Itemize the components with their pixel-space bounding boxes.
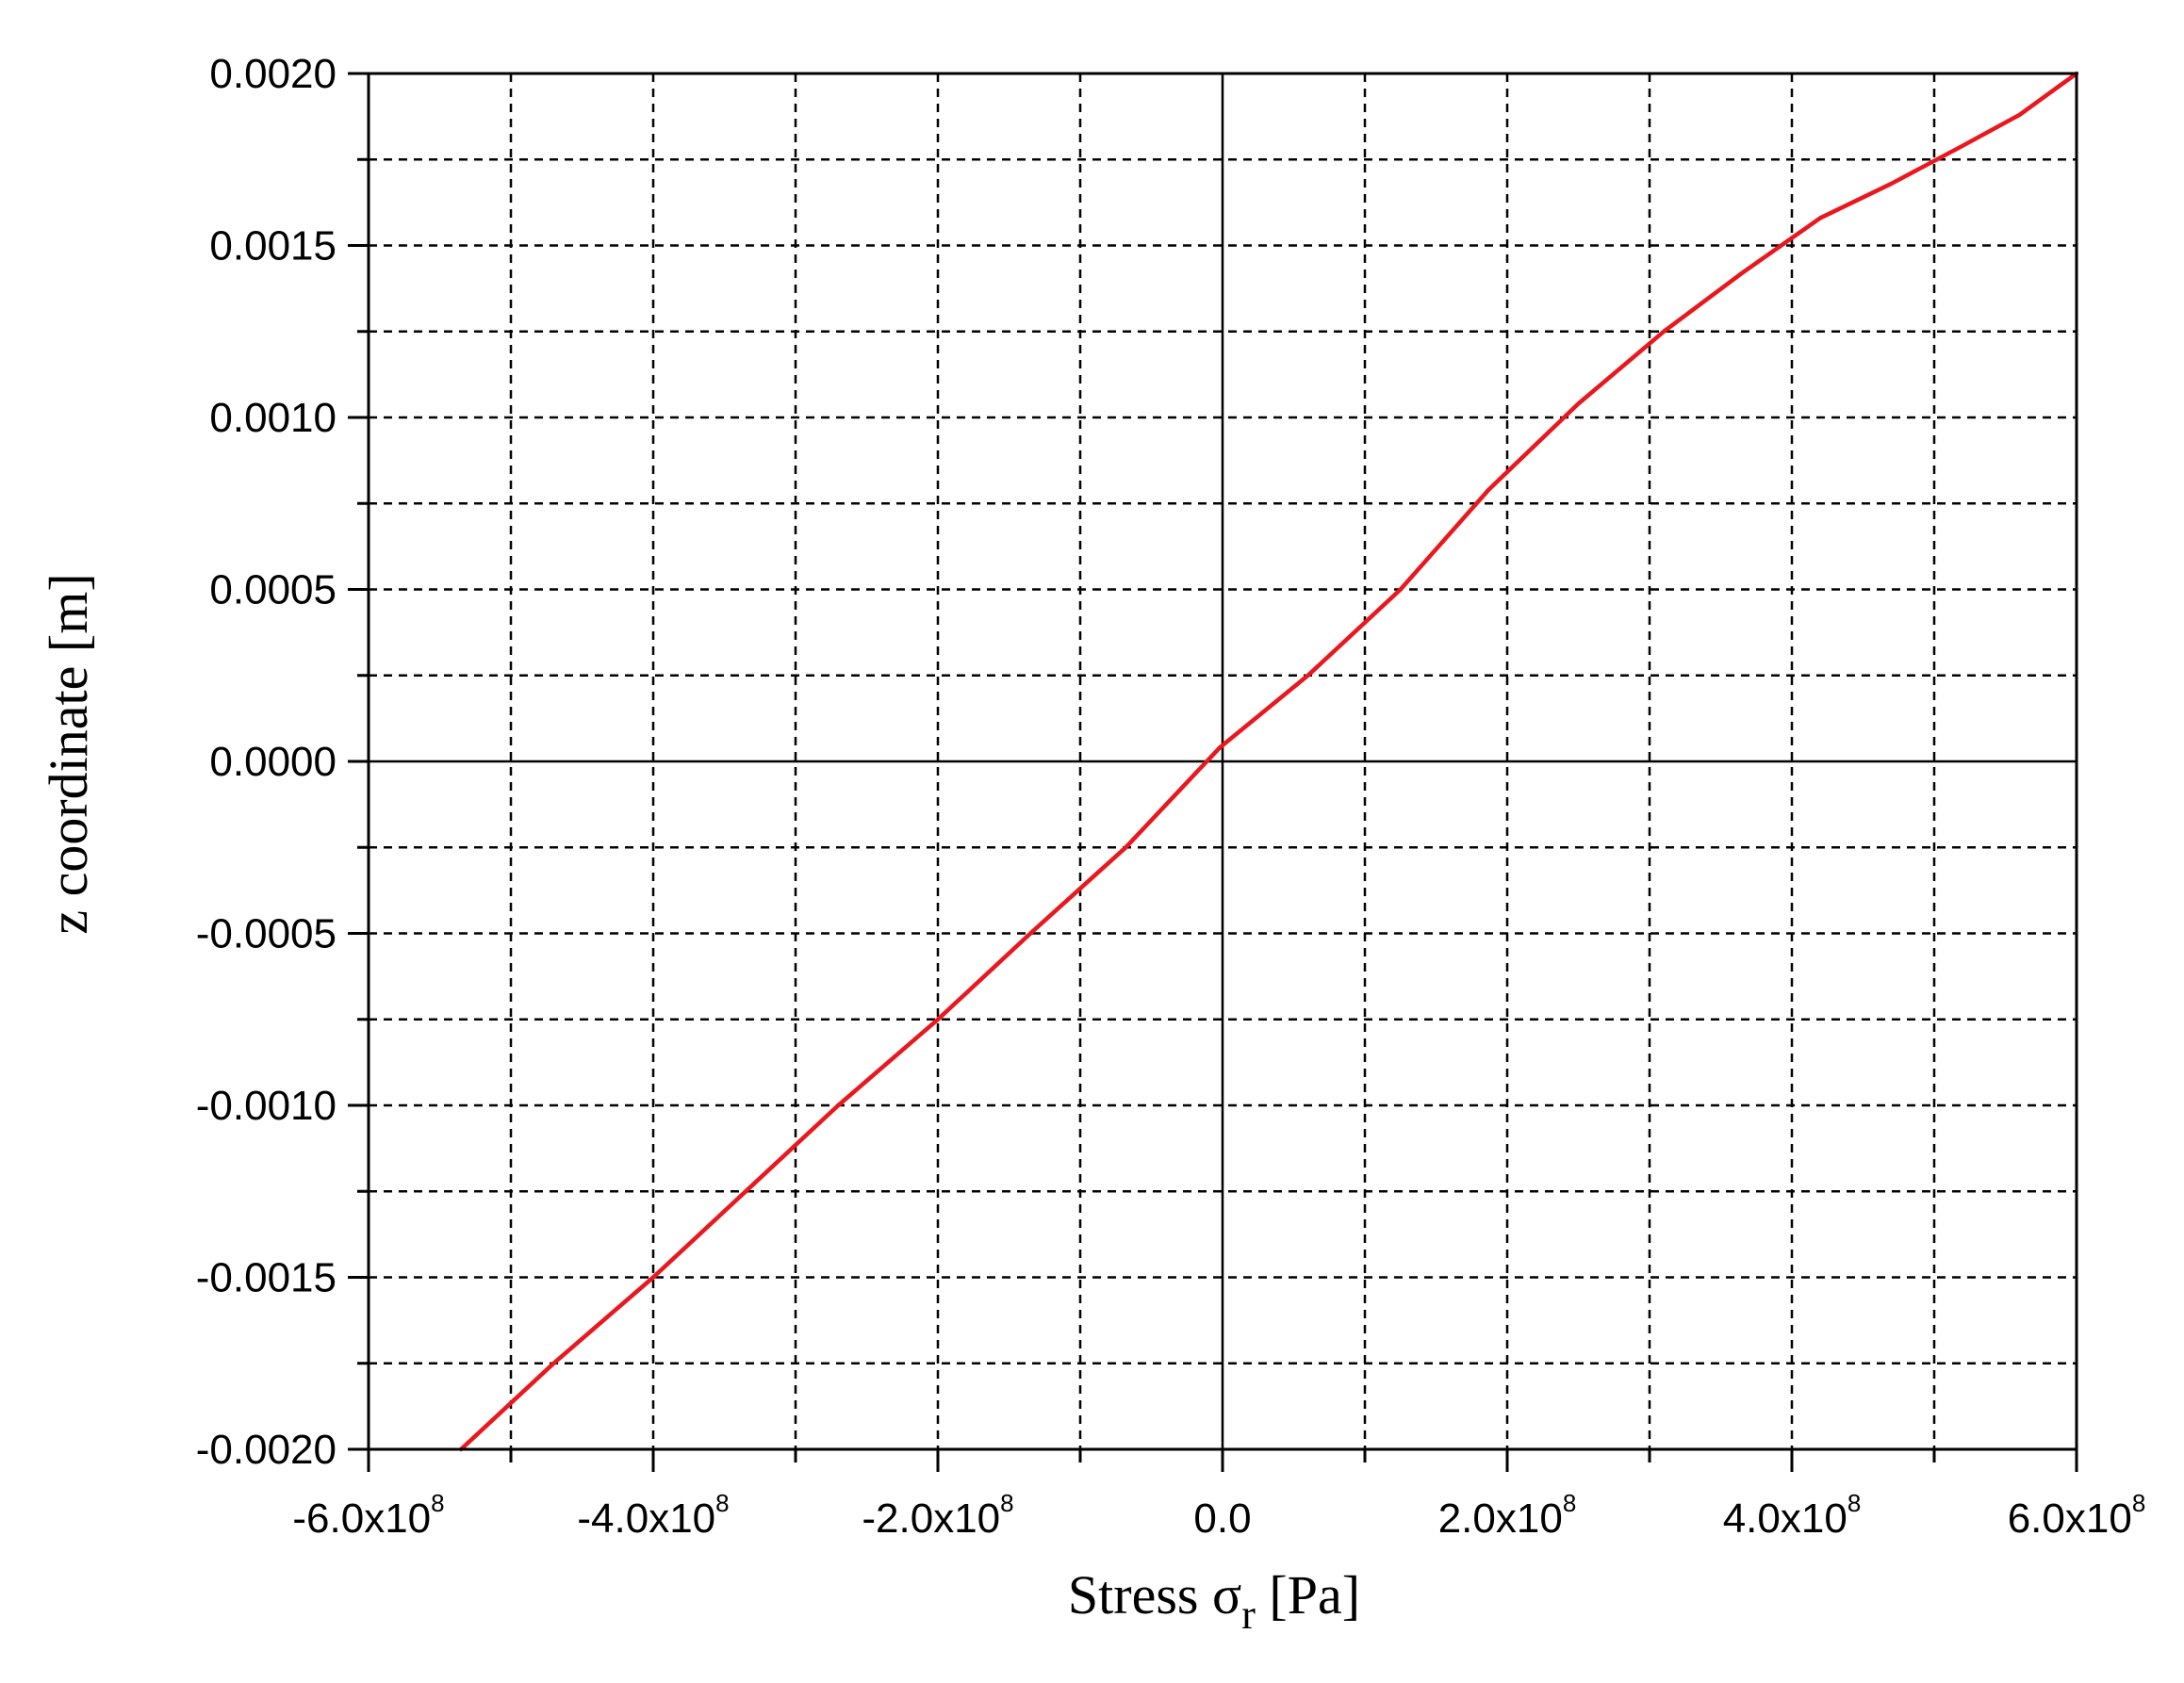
y-tick-label: -0.0010 [196, 1083, 337, 1129]
y-tick-labels: 0.0020 0.0015 0.0010 0.0005 0.0000 -0.0005 -0.… [196, 51, 337, 1473]
x-axis-title-subscript: r [1241, 1592, 1256, 1638]
y-tick-label: -0.0020 [196, 1427, 337, 1473]
y-tick-label: 0.0020 [209, 51, 337, 97]
x-tick-exponent: 8 [431, 1489, 444, 1517]
x-tick-mantissa: 4.0x10 [1723, 1495, 1847, 1542]
x-tick-mantissa: 0.0 [1193, 1495, 1251, 1542]
x-tick-label: -2.0x108 [862, 1489, 1013, 1542]
x-tick-label: -4.0x108 [577, 1489, 729, 1542]
x-tick-label: 4.0x108 [1723, 1489, 1862, 1542]
series-layer [458, 71, 2079, 1452]
y-tick-label: 0.0000 [209, 739, 337, 785]
grid [369, 74, 2077, 1449]
x-axis-title-unit: [Pa] [1256, 1564, 1360, 1626]
x-tick-label: 0.0 [1193, 1495, 1251, 1542]
y-tick-label: 0.0010 [209, 395, 337, 441]
x-tick-exponent: 8 [1847, 1489, 1861, 1517]
y-tick-label: 0.0005 [209, 567, 337, 613]
x-tick-exponent: 8 [715, 1489, 729, 1517]
x-tick-labels: -6.0x108 -4.0x108 -2.0x108 0.0 2.0x108 4.0x10… [292, 1489, 2145, 1542]
y-tick-label: -0.0005 [196, 911, 337, 957]
x-tick-exponent: 8 [2132, 1489, 2145, 1517]
x-tick-mantissa: 2.0x10 [1438, 1495, 1563, 1542]
x-tick-mantissa: -4.0x10 [577, 1495, 715, 1542]
x-tick-label: -6.0x108 [292, 1489, 444, 1542]
zero-lines [369, 74, 2077, 1449]
y-axis-title: z coordinate [m] [38, 573, 99, 934]
x-tick-label: 2.0x108 [1438, 1489, 1577, 1542]
x-tick-exponent: 8 [1563, 1489, 1576, 1517]
x-tick-mantissa: -2.0x10 [862, 1495, 1000, 1542]
axis-ticks [348, 72, 2078, 1472]
y-tick-label: 0.0015 [209, 223, 337, 270]
x-tick-mantissa: -6.0x10 [292, 1495, 431, 1542]
y-tick-label: -0.0015 [196, 1255, 337, 1301]
x-axis-title: Stress σr [Pa] [1068, 1564, 1360, 1638]
series-line [458, 71, 2079, 1452]
x-axis-title-main: Stress σ [1068, 1564, 1241, 1626]
x-tick-exponent: 8 [1000, 1489, 1013, 1517]
x-tick-mantissa: 6.0x10 [2008, 1495, 2132, 1542]
x-tick-label: 6.0x108 [2008, 1489, 2146, 1542]
